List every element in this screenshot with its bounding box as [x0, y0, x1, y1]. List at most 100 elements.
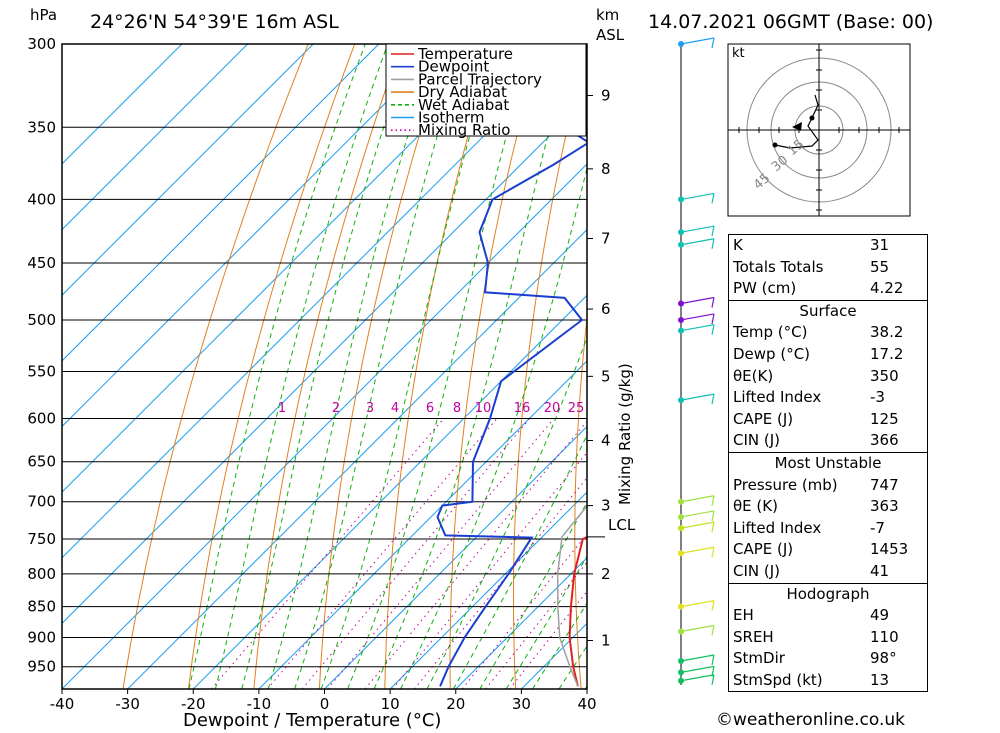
mixing-ratio-label: 25 — [568, 401, 585, 416]
wet-adiabat-line — [320, 44, 498, 689]
hodograph-point — [809, 115, 815, 121]
mixing-ratio-label: 2 — [332, 401, 340, 416]
isotherm-line — [62, 44, 248, 231]
surface-header: Surface — [799, 301, 857, 320]
wind-barb — [680, 324, 715, 332]
pressure-tick-label: 400 — [27, 190, 56, 208]
x-tick-label: 20 — [446, 695, 465, 713]
isotherm-line — [455, 557, 587, 689]
km-tick-label: 4 — [601, 432, 611, 450]
axes: 3003504004505005506006507007508008509009… — [27, 35, 610, 713]
stat-label: Lifted Index — [733, 518, 822, 537]
stat-value: 38.2 — [870, 323, 904, 342]
mixing-ratio-label: 6 — [426, 401, 434, 416]
wind-barb — [680, 624, 715, 633]
pressure-tick-label: 300 — [27, 35, 56, 53]
dry-adiabat-line — [318, 44, 449, 689]
pressure-tick-label: 550 — [27, 362, 56, 380]
mixing-ratio-label: 4 — [391, 401, 399, 416]
km-tick-label: 9 — [601, 86, 611, 104]
dry-adiabat-line — [384, 44, 495, 689]
stat-row: StmSpd (kt) 13 — [729, 670, 927, 692]
stat-value: 4.22 — [870, 279, 904, 298]
wind-barb-flag — [711, 495, 715, 506]
wet-adiabat-line — [347, 44, 533, 689]
stat-value: 366 — [870, 431, 899, 450]
wind-barb-flag — [711, 521, 715, 533]
x-tick-label: -40 — [50, 695, 75, 713]
mixing-ratio-axis-label: Mixing Ratio (g/kg) — [616, 363, 634, 505]
x-tick-label: 40 — [577, 695, 596, 713]
stat-row: CAPE (J) 1453 — [729, 539, 927, 561]
hodograph-point — [772, 142, 778, 148]
x-tick-label: 30 — [512, 695, 531, 713]
parcel-trajectory-line — [556, 504, 587, 687]
wind-barb — [680, 296, 715, 305]
wind-barb — [680, 665, 715, 673]
stat-value: -7 — [870, 518, 885, 537]
mixing-ratio-line — [364, 420, 587, 689]
wind-barb-flag — [711, 37, 715, 49]
stat-value: 31 — [870, 236, 890, 254]
stat-row: CIN (J) 366 — [729, 430, 927, 452]
wind-barb — [680, 521, 715, 529]
stat-value: 350 — [870, 366, 899, 385]
km-tick-label: 1 — [601, 632, 611, 650]
km-tick-label: 5 — [601, 367, 611, 385]
hodograph-trace — [774, 94, 819, 149]
stat-row: Dewp (°C) 17.2 — [729, 344, 927, 366]
stat-row: θE (K) 363 — [729, 496, 927, 518]
pressure-tick-label: 500 — [27, 311, 56, 329]
x-tick-label: -30 — [115, 695, 140, 713]
x-tick-label: 10 — [381, 695, 400, 713]
pressure-tick-label: 900 — [27, 629, 56, 647]
wind-barb — [680, 225, 715, 233]
stat-value: 125 — [870, 409, 899, 428]
isotherm-line — [62, 44, 380, 362]
wind-barb-flag — [711, 313, 715, 325]
stat-label: Dewp (°C) — [733, 344, 811, 363]
stat-label: CIN (J) — [733, 431, 781, 450]
stat-label: θE (K) — [733, 497, 778, 516]
stat-label: StmSpd (kt) — [733, 670, 823, 689]
location-title: 24°26'N 54°39'E 16m ASL — [90, 11, 339, 33]
isotherm-line — [62, 44, 314, 296]
isotherm-line — [127, 228, 587, 689]
stat-row: Lifted Index -7 — [729, 518, 927, 540]
stat-value: 17.2 — [870, 344, 904, 363]
hodograph-header: Hodograph — [786, 584, 870, 603]
stat-label: Pressure (mb) — [733, 475, 838, 494]
isotherm-line — [62, 44, 445, 428]
isotherm-line — [62, 44, 577, 559]
wind-barb — [680, 546, 715, 554]
legend-label: Wet Adiabat — [418, 96, 509, 114]
pressure-unit-label: hPa — [30, 6, 57, 24]
lcl-label: LCL — [608, 516, 636, 534]
wet-adiabat-line — [452, 433, 587, 689]
stat-value: 1453 — [870, 540, 909, 559]
pressure-tick-label: 800 — [27, 565, 56, 583]
wind-barb-flag — [711, 674, 715, 685]
stat-row: K 31 — [729, 235, 927, 257]
stat-row: CAPE (J) 125 — [729, 409, 927, 431]
pressure-tick-label: 950 — [27, 658, 56, 676]
km-tick-label: 7 — [601, 229, 611, 247]
stat-label: K — [733, 236, 743, 254]
pressure-tick-label: 450 — [27, 254, 56, 272]
wind-barb-flag — [711, 324, 715, 335]
stat-row: StmDir 98° — [729, 648, 927, 670]
stat-value: 747 — [870, 475, 899, 494]
wet-adiabat-line — [373, 44, 573, 689]
legend-label: Dry Adiabat — [418, 83, 507, 101]
isotherm-line — [389, 491, 587, 689]
stat-label: θE(K) — [733, 366, 774, 385]
stats-panel: K 31 Totals Totals 55 PW (cm) 4.22 Surface Te… — [728, 234, 928, 693]
km-tick-label: 3 — [601, 497, 611, 515]
stat-label: EH — [733, 606, 754, 625]
asl-unit-label: ASL — [596, 26, 625, 44]
wind-barb-flag — [711, 238, 715, 249]
stat-value: -3 — [870, 388, 885, 407]
km-tick-label: 6 — [601, 300, 611, 318]
wind-barb-flag — [711, 600, 715, 611]
